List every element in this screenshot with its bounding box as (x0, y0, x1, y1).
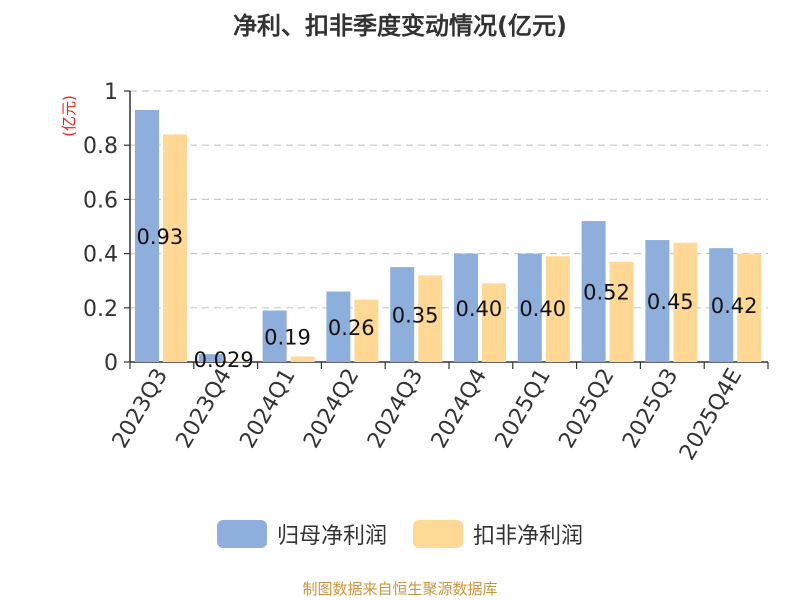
bar-deducted-profit (163, 134, 187, 362)
chart-title: 净利、扣非季度变动情况(亿元) (233, 12, 567, 40)
bar-deducted-profit (545, 256, 570, 362)
legend-item-net-profit[interactable]: 归母净利润 (216, 518, 387, 550)
x-tick-label: 2023Q4 (172, 365, 237, 453)
data-label: 0.93 (137, 225, 184, 249)
bar-net-profit (326, 291, 351, 362)
x-tick-label: 2025Q2 (554, 365, 619, 453)
data-label: 0.029 (194, 348, 254, 372)
data-label: 0.19 (264, 325, 311, 349)
bar-deducted-profit (609, 261, 634, 362)
y-tick-label: 0.8 (83, 134, 118, 159)
bar-net-profit (390, 267, 415, 362)
y-tick-label: 0.6 (83, 188, 118, 213)
bar-deducted-profit (418, 275, 443, 362)
x-tick-label: 2025Q4E (675, 365, 747, 465)
bar-net-profit (454, 253, 478, 362)
legend-item-deducted-profit[interactable]: 扣非净利润 (413, 518, 583, 550)
y-tick-label: 0 (104, 351, 118, 376)
x-tick-label: 2023Q3 (108, 365, 173, 453)
y-axis-label: (亿元) (60, 95, 78, 137)
bar-net-profit (645, 240, 670, 362)
legend-swatch-net-profit (216, 520, 267, 548)
chart-legend: 归母净利润 扣非净利润 (0, 518, 800, 550)
x-tick-label: 2024Q3 (363, 365, 428, 453)
bar-deducted-profit (737, 253, 762, 362)
bar-net-profit (709, 248, 734, 362)
data-label: 0.40 (456, 297, 503, 321)
bar-deducted-profit (354, 299, 379, 362)
bar-net-profit (262, 310, 287, 362)
legend-label-net-profit: 归母净利润 (276, 524, 387, 549)
bar-deducted-profit (482, 283, 506, 362)
bar-net-profit (135, 109, 159, 362)
data-label: 0.52 (583, 281, 630, 305)
x-tick-label: 2025Q1 (491, 365, 556, 453)
y-tick-label: 0.4 (83, 243, 118, 268)
x-tick-label: 2024Q4 (427, 365, 492, 453)
y-tick-label: 1 (104, 80, 118, 105)
bar-deducted-profit (673, 242, 698, 362)
x-tick-label: 2025Q3 (618, 365, 683, 453)
y-tick-label: 0.2 (83, 297, 118, 322)
data-label: 0.45 (647, 290, 694, 314)
x-tick-label: 2024Q1 (235, 365, 300, 453)
bar-net-profit (517, 253, 542, 362)
bar-net-profit (198, 354, 223, 362)
x-tick-label: 2024Q2 (299, 365, 364, 453)
data-label: 0.42 (711, 294, 758, 318)
data-label: 0.35 (392, 304, 439, 328)
legend-label-deducted-profit: 扣非净利润 (473, 524, 584, 549)
data-label: 0.40 (519, 297, 566, 321)
bar-deducted-profit (226, 360, 251, 362)
data-label: 0.26 (328, 316, 375, 340)
bar-deducted-profit (290, 356, 315, 362)
bar-net-profit (581, 221, 606, 362)
data-source-note: 制图数据来自恒生聚源数据库 (302, 580, 498, 598)
legend-swatch-deducted-profit (413, 520, 463, 548)
